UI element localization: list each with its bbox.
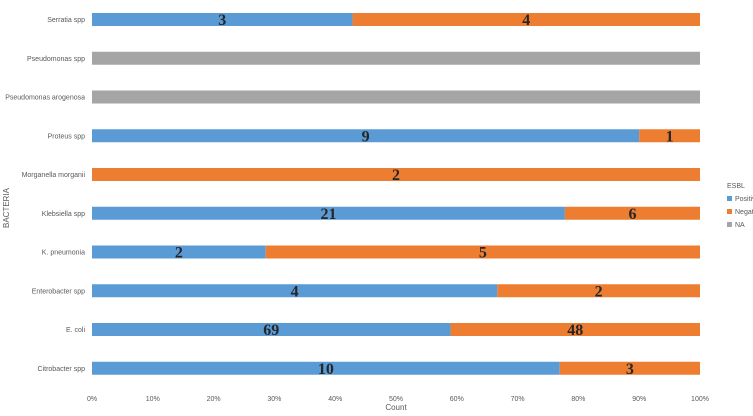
data-label: 69 [263, 322, 279, 339]
legend-swatch-na [727, 222, 732, 227]
bar-segment-positive-row-enterobacter-spp [92, 284, 498, 298]
category-label: Proteus spp [48, 133, 85, 140]
data-label: 3 [626, 361, 634, 378]
bar-segment-positive-row-proteus-spp [92, 129, 640, 143]
category-axis: Serratia spp Pseudomonas spp Pseudomonas a… [5, 17, 85, 373]
bar-segment-negative-row-enterobacter-spp [497, 284, 700, 298]
x-tick-label: 70% [511, 396, 525, 403]
y-axis-title: BACTERIA [2, 187, 11, 228]
legend-label: Negative [735, 209, 753, 216]
category-label: Pseudomonas arogenosa [5, 95, 85, 102]
x-tick-label: 90% [632, 396, 646, 403]
data-label: 10 [318, 361, 334, 378]
x-tick-label: 80% [571, 396, 585, 403]
category-label: K. pneumonia [42, 250, 85, 257]
data-label: 6 [628, 206, 636, 223]
x-tick-label: 20% [207, 396, 221, 403]
legend-title: ESBL [727, 183, 745, 190]
plot-area: 3 4 9 1 2 21 6 2 5 4 2 69 48 10 3 [92, 12, 700, 378]
bar-segment-na-row-pseudomonas-spp [92, 51, 700, 65]
x-tick-label: 60% [450, 396, 464, 403]
legend-swatch-positive [727, 196, 732, 201]
legend-swatch-negative [727, 209, 732, 214]
bar-segment-negative-row-morganella-morganii [92, 168, 700, 181]
value-axis: 0% 10% 20% 30% 40% 50% 60% 70% 80% 90% 100% [87, 396, 709, 403]
data-label: 2 [392, 167, 400, 184]
category-label: Enterobacter spp [32, 288, 85, 295]
bar-segment-positive-row-serratia-spp [92, 13, 353, 26]
legend-label: NA [735, 222, 745, 229]
data-label: 9 [362, 128, 370, 145]
bar-segment-negative-row-proteus-spp [639, 129, 700, 143]
x-axis-title: Count [385, 403, 407, 412]
x-tick-label: 100% [691, 396, 709, 403]
data-label: 2 [175, 245, 183, 262]
category-label: E. coli [66, 327, 86, 334]
bar-segment-negative-row-citrobacter-spp [559, 361, 700, 375]
data-label: 3 [218, 12, 226, 29]
bar-segment-positive-row-citrobacter-spp [92, 361, 560, 375]
x-tick-label: 30% [267, 396, 281, 403]
data-label: 2 [595, 283, 603, 300]
bar-segment-negative-row-k-pneumonia [265, 245, 700, 259]
category-label: Morganella morganii [22, 172, 86, 179]
category-label: Klebsiella spp [42, 211, 85, 218]
legend-label: Positive [735, 196, 753, 203]
bar-segment-na-row-pseudomonas-arogenosa [92, 90, 700, 104]
x-tick-label: 10% [146, 396, 160, 403]
data-label: 4 [522, 12, 530, 29]
x-tick-label: 40% [328, 396, 342, 403]
category-label: Citrobacter spp [38, 366, 86, 373]
bar-segment-negative-row-e-coli [450, 323, 700, 336]
x-tick-label: 50% [389, 396, 403, 403]
data-label: 5 [479, 245, 487, 262]
data-label: 48 [567, 322, 583, 339]
data-label: 21 [320, 206, 336, 223]
category-label: Pseudomonas spp [27, 56, 85, 63]
bar-segment-positive-row-klebsiella-spp [92, 206, 565, 220]
data-label: 1 [666, 128, 674, 145]
bar-segment-positive-row-e-coli [92, 323, 451, 336]
bar-segment-negative-row-klebsiella-spp [564, 206, 700, 220]
legend: ESBL Positive Negative NA [727, 183, 753, 229]
category-label: Serratia spp [47, 17, 85, 24]
bar-segment-positive-row-k-pneumonia [92, 245, 266, 259]
bar-segment-negative-row-serratia-spp [352, 13, 700, 26]
x-tick-label: 0% [87, 396, 97, 403]
data-label: 4 [291, 283, 299, 300]
